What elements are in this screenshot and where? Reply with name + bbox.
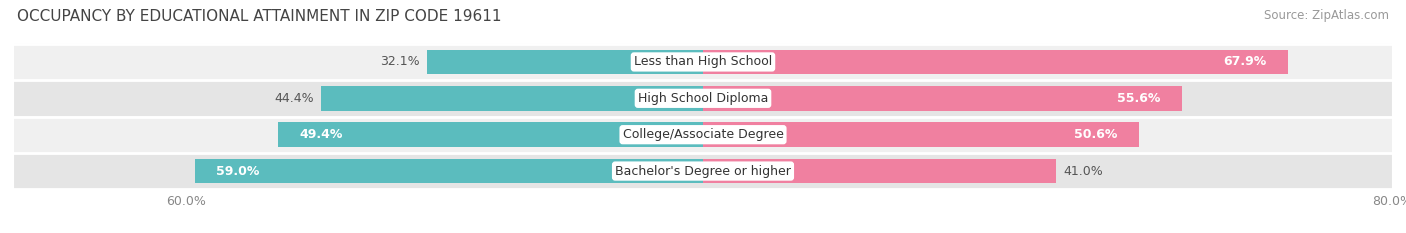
Text: High School Diploma: High School Diploma: [638, 92, 768, 105]
Text: 32.1%: 32.1%: [380, 55, 419, 69]
Text: 55.6%: 55.6%: [1116, 92, 1160, 105]
Text: 50.6%: 50.6%: [1074, 128, 1118, 141]
Text: Less than High School: Less than High School: [634, 55, 772, 69]
Bar: [703, 122, 1139, 147]
FancyBboxPatch shape: [14, 80, 1392, 116]
Bar: [277, 122, 703, 147]
Text: College/Associate Degree: College/Associate Degree: [623, 128, 783, 141]
Text: 41.0%: 41.0%: [1063, 164, 1102, 178]
Bar: [703, 50, 1288, 74]
FancyBboxPatch shape: [14, 116, 1392, 153]
Bar: [321, 86, 703, 111]
Text: 44.4%: 44.4%: [274, 92, 314, 105]
Text: Bachelor's Degree or higher: Bachelor's Degree or higher: [614, 164, 792, 178]
FancyBboxPatch shape: [14, 153, 1392, 189]
Bar: [703, 86, 1182, 111]
Text: Source: ZipAtlas.com: Source: ZipAtlas.com: [1264, 9, 1389, 22]
Text: 67.9%: 67.9%: [1223, 55, 1267, 69]
Bar: [426, 50, 703, 74]
Text: 59.0%: 59.0%: [217, 164, 260, 178]
FancyBboxPatch shape: [14, 44, 1392, 80]
Bar: [195, 159, 703, 183]
Bar: [703, 159, 1056, 183]
Text: 49.4%: 49.4%: [299, 128, 343, 141]
Text: OCCUPANCY BY EDUCATIONAL ATTAINMENT IN ZIP CODE 19611: OCCUPANCY BY EDUCATIONAL ATTAINMENT IN Z…: [17, 9, 502, 24]
